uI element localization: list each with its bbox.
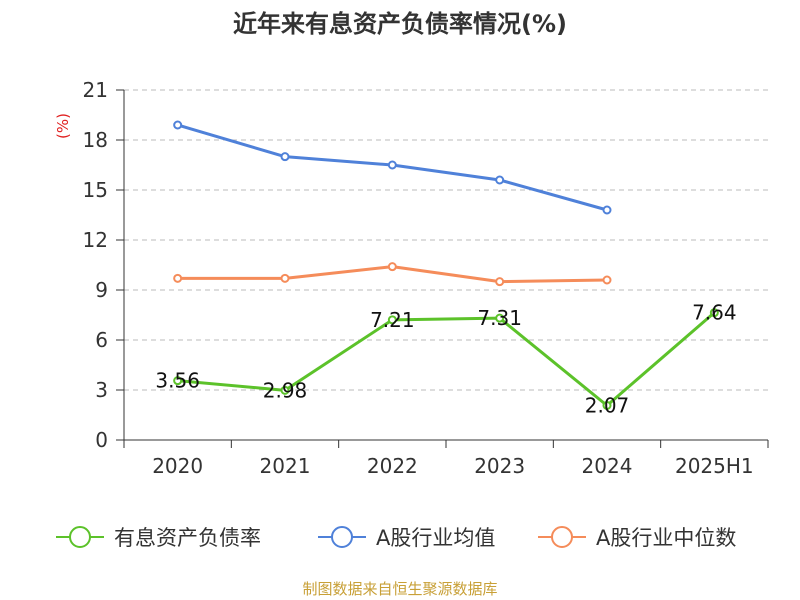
y-tick-label-6: 6	[95, 328, 108, 352]
x-tick-label-2024: 2024	[582, 454, 633, 478]
legend-label-0: 有息资产负债率	[114, 526, 261, 550]
data-label-5: 7.64	[692, 301, 737, 325]
y-tick-label-21: 21	[83, 78, 108, 102]
legend-item-2[interactable]: A股行业中位数	[538, 526, 736, 550]
point-1-0	[173, 120, 183, 130]
y-tick-label-12: 12	[83, 228, 108, 252]
data-label-2: 7.21	[370, 308, 415, 332]
point-2-1	[280, 273, 290, 283]
point-0-2	[387, 315, 397, 325]
point-0-3	[495, 313, 505, 323]
data-label-1: 2.98	[263, 378, 308, 402]
data-label-4: 2.07	[585, 394, 630, 418]
legend-item-1[interactable]: A股行业均值	[318, 526, 495, 550]
legend-label-2: A股行业中位数	[596, 526, 736, 550]
legend[interactable]: 有息资产负债率 A股行业均值 A股行业中位数	[56, 526, 736, 550]
y-tick-label-18: 18	[83, 128, 108, 152]
data-label-3: 7.31	[477, 306, 522, 330]
chart-title: 近年来有息资产负债率情况(%)	[233, 10, 567, 38]
point-2-0	[173, 273, 183, 283]
legend-marker-1	[331, 526, 353, 548]
point-2-3	[495, 277, 505, 287]
series-lines	[173, 120, 719, 410]
point-2-2	[387, 262, 397, 272]
x-tick-label-2020: 2020	[152, 454, 203, 478]
x-tick-label-2021: 2021	[260, 454, 311, 478]
x-tick-label-2022: 2022	[367, 454, 418, 478]
point-1-1	[280, 152, 290, 162]
legend-item-0[interactable]: 有息资产负债率	[56, 526, 261, 550]
legend-label-1: A股行业均值	[376, 526, 495, 550]
y-tick-label-15: 15	[83, 178, 108, 202]
point-0-5	[709, 308, 719, 318]
x-tick-label-2023: 2023	[474, 454, 525, 478]
axes: 0 3 6 9 12 15 18 21 2020 2021 2022 2023 2024 2025H1	[83, 78, 769, 478]
y-tick-label-3: 3	[95, 378, 108, 402]
y-tick-label-9: 9	[95, 278, 108, 302]
point-2-4	[602, 275, 612, 285]
data-labels: 3.56 2.98 7.21 7.31 2.07 7.64	[155, 301, 736, 418]
data-label-0: 3.56	[155, 369, 200, 393]
point-1-3	[495, 175, 505, 185]
series-line-0	[177, 311, 716, 407]
point-0-4	[602, 401, 612, 410]
y-axis-unit: (%)	[54, 113, 72, 139]
source-note: 制图数据来自恒生聚源数据库	[302, 580, 497, 598]
point-0-0	[173, 376, 183, 386]
legend-marker-0	[69, 526, 91, 548]
point-1-2	[387, 160, 397, 170]
legend-marker-2	[551, 526, 573, 548]
point-1-4	[602, 205, 612, 215]
y-tick-label-0: 0	[95, 428, 108, 452]
x-tick-label-2025H1: 2025H1	[675, 454, 754, 478]
point-0-1	[280, 385, 290, 395]
gridlines	[124, 89, 768, 391]
